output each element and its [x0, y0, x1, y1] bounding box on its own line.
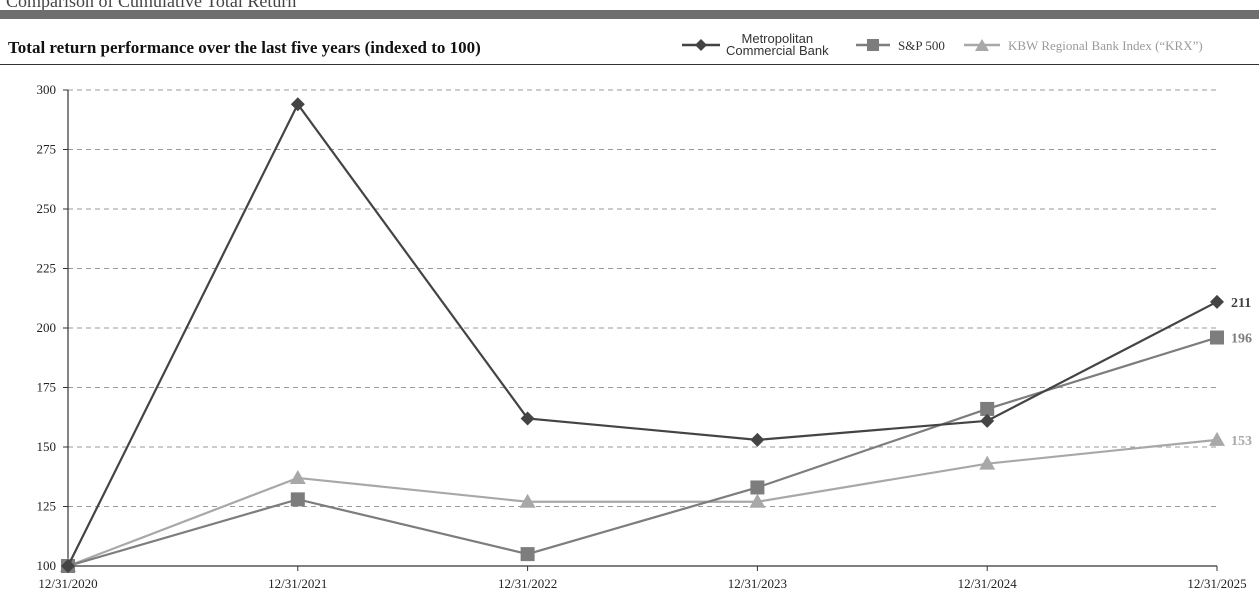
- data-point-diamond: [61, 559, 75, 573]
- legend-item-krx: KBW Regional Bank Index (“KRX”): [962, 30, 1203, 60]
- end-value-label: 153: [1231, 434, 1252, 449]
- data-point-diamond: [980, 413, 995, 428]
- y-tick-label: 200: [37, 320, 57, 335]
- legend-item-sp500: S&P 500: [854, 30, 945, 60]
- data-point-triangle: [1209, 431, 1225, 446]
- x-tick-label: 12/31/2024: [958, 576, 1018, 591]
- legend-item-metropolitan: Metropolitan Commercial Bank: [680, 30, 829, 60]
- legend-diamond-marker-icon: [682, 39, 720, 51]
- series-line-diamond: [67, 102, 1218, 567]
- header-bar: [0, 10, 1259, 19]
- legend-square-marker-icon: [856, 39, 890, 51]
- series-line-triangle: [67, 438, 1218, 568]
- page-heading-fragment: Comparison of Cumulative Total Return: [6, 0, 297, 11]
- y-tick-label: 175: [37, 380, 57, 395]
- y-tick-label: 275: [37, 142, 57, 157]
- y-tick-label: 300: [37, 82, 57, 97]
- data-point-diamond: [290, 97, 305, 112]
- chart-title: Total return performance over the last f…: [8, 38, 481, 57]
- data-point-diamond: [520, 411, 535, 426]
- y-tick-label: 250: [37, 201, 57, 216]
- legend-label-krx: KBW Regional Bank Index (“KRX”): [1008, 37, 1203, 53]
- data-point-triangle: [979, 455, 996, 470]
- x-tick-label: 12/31/2020: [38, 576, 97, 591]
- data-point-square: [980, 401, 995, 416]
- end-value-label: 211: [1231, 296, 1251, 311]
- y-tick-label: 150: [37, 439, 57, 454]
- end-value-label: 196: [1231, 332, 1252, 347]
- data-point-square: [520, 547, 535, 562]
- y-tick-label: 225: [37, 261, 57, 276]
- data-point-triangle: [289, 469, 306, 484]
- data-point-square: [1210, 330, 1224, 345]
- legend-label-metropolitan: Metropolitan Commercial Bank: [726, 31, 829, 58]
- series-line-square: [67, 336, 1218, 568]
- x-tick-label: 12/31/2025: [1187, 576, 1246, 591]
- data-point-triangle: [749, 493, 766, 508]
- legend-triangle-marker-icon: [964, 39, 1000, 51]
- x-tick-label: 12/31/2023: [728, 576, 787, 591]
- y-tick-label: 125: [37, 499, 57, 514]
- data-point-triangle: [519, 493, 536, 508]
- title-divider: [0, 64, 1259, 65]
- x-tick-label: 12/31/2021: [268, 576, 327, 591]
- data-point-square: [290, 492, 305, 507]
- data-point-diamond: [750, 432, 765, 447]
- legend-label-sp500: S&P 500: [898, 37, 945, 53]
- x-tick-label: 12/31/2022: [498, 576, 557, 591]
- data-point-diamond: [1210, 294, 1224, 309]
- y-tick-label: 100: [37, 558, 57, 573]
- data-point-square: [750, 480, 765, 495]
